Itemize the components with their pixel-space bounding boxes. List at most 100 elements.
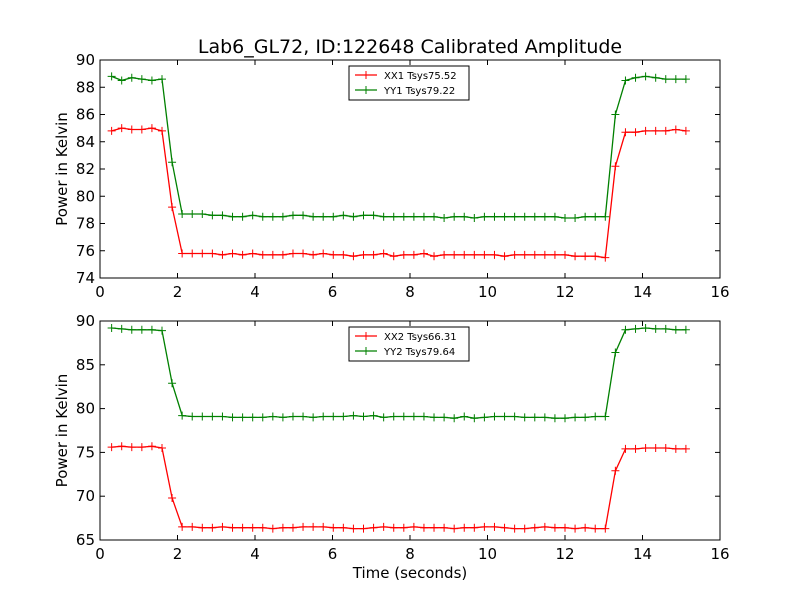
data-point [299, 211, 308, 220]
data-point [540, 212, 549, 221]
data-point [591, 252, 600, 261]
x-tick-label: 12 [555, 545, 574, 563]
y-axis-label: Power in Kelvin [53, 374, 71, 488]
data-point [651, 73, 660, 82]
data-point [510, 412, 519, 421]
data-point [379, 212, 388, 221]
data-point [339, 211, 348, 220]
data-point [510, 250, 519, 259]
data-point [389, 212, 398, 221]
data-point [188, 522, 197, 531]
data-point [611, 348, 620, 357]
data-point [480, 250, 489, 259]
data-point [309, 522, 318, 531]
data-point [147, 442, 156, 451]
data-point [299, 522, 308, 531]
data-point [359, 250, 368, 259]
series-line-1 [111, 445, 686, 530]
data-point [419, 249, 428, 258]
data-point [460, 250, 469, 259]
data-point [389, 523, 398, 532]
data-point [258, 413, 267, 422]
x-tick-label: 8 [405, 283, 415, 301]
data-point [228, 413, 237, 422]
x-tick-label: 4 [250, 283, 260, 301]
data-point [248, 249, 257, 258]
x-tick-label: 6 [328, 283, 338, 301]
data-point [530, 413, 539, 422]
data-point [641, 444, 650, 453]
data-point [550, 523, 559, 532]
data-point [550, 212, 559, 221]
data-point [218, 522, 227, 531]
data-point [329, 250, 338, 259]
data-point [651, 126, 660, 135]
data-point [460, 412, 469, 421]
data-point [561, 414, 569, 423]
data-point [379, 413, 388, 422]
data-point [661, 444, 670, 453]
data-point [168, 158, 177, 167]
data-point [450, 524, 459, 533]
data-point [188, 412, 197, 421]
data-point [621, 128, 630, 137]
data-point [651, 444, 660, 453]
data-point [409, 522, 418, 531]
data-point [288, 412, 297, 421]
data-point [238, 212, 247, 221]
data-point [601, 524, 610, 533]
legend-box [348, 65, 470, 101]
data-point [339, 250, 348, 259]
data-point [339, 412, 348, 421]
data-point [430, 523, 439, 532]
data-point [218, 250, 227, 259]
data-point [409, 212, 418, 221]
x-tick-label: 14 [633, 283, 652, 301]
y-tick-label: 65 [76, 531, 95, 549]
data-point [470, 250, 479, 259]
data-point [248, 523, 257, 532]
data-point [278, 212, 287, 221]
data-point [198, 523, 207, 532]
data-point [158, 126, 166, 135]
data-point [601, 253, 610, 262]
data-point [258, 250, 267, 259]
data-point [430, 212, 439, 221]
data-point [409, 250, 418, 259]
data-point [168, 493, 177, 502]
data-point [309, 250, 318, 259]
legend-marker [362, 71, 370, 79]
y-tick-label: 82 [76, 160, 95, 178]
data-point [440, 413, 449, 422]
data-point [500, 252, 509, 261]
data-point [248, 211, 257, 220]
data-point [520, 212, 529, 221]
data-point [540, 250, 549, 259]
x-tick-label: 12 [555, 283, 574, 301]
data-point [520, 250, 529, 259]
data-point [339, 523, 348, 532]
data-point [681, 126, 690, 135]
data-point [540, 413, 549, 422]
data-point [490, 522, 499, 531]
y-tick-label: 80 [76, 187, 95, 205]
data-point [661, 126, 670, 135]
x-tick-label: 0 [95, 283, 105, 301]
data-point [319, 249, 328, 258]
data-point [268, 412, 277, 421]
data-point [581, 523, 590, 532]
data-point [631, 73, 640, 82]
data-point [440, 523, 449, 532]
data-point [158, 75, 166, 84]
data-point [450, 250, 459, 259]
data-point [137, 325, 146, 334]
data-point [561, 214, 569, 223]
data-point [399, 250, 408, 259]
data-point [641, 72, 650, 81]
data-point [399, 523, 408, 532]
x-axis-label: Time (seconds) [352, 564, 468, 582]
data-point [470, 214, 479, 223]
data-point [268, 212, 277, 221]
data-point [571, 413, 580, 422]
